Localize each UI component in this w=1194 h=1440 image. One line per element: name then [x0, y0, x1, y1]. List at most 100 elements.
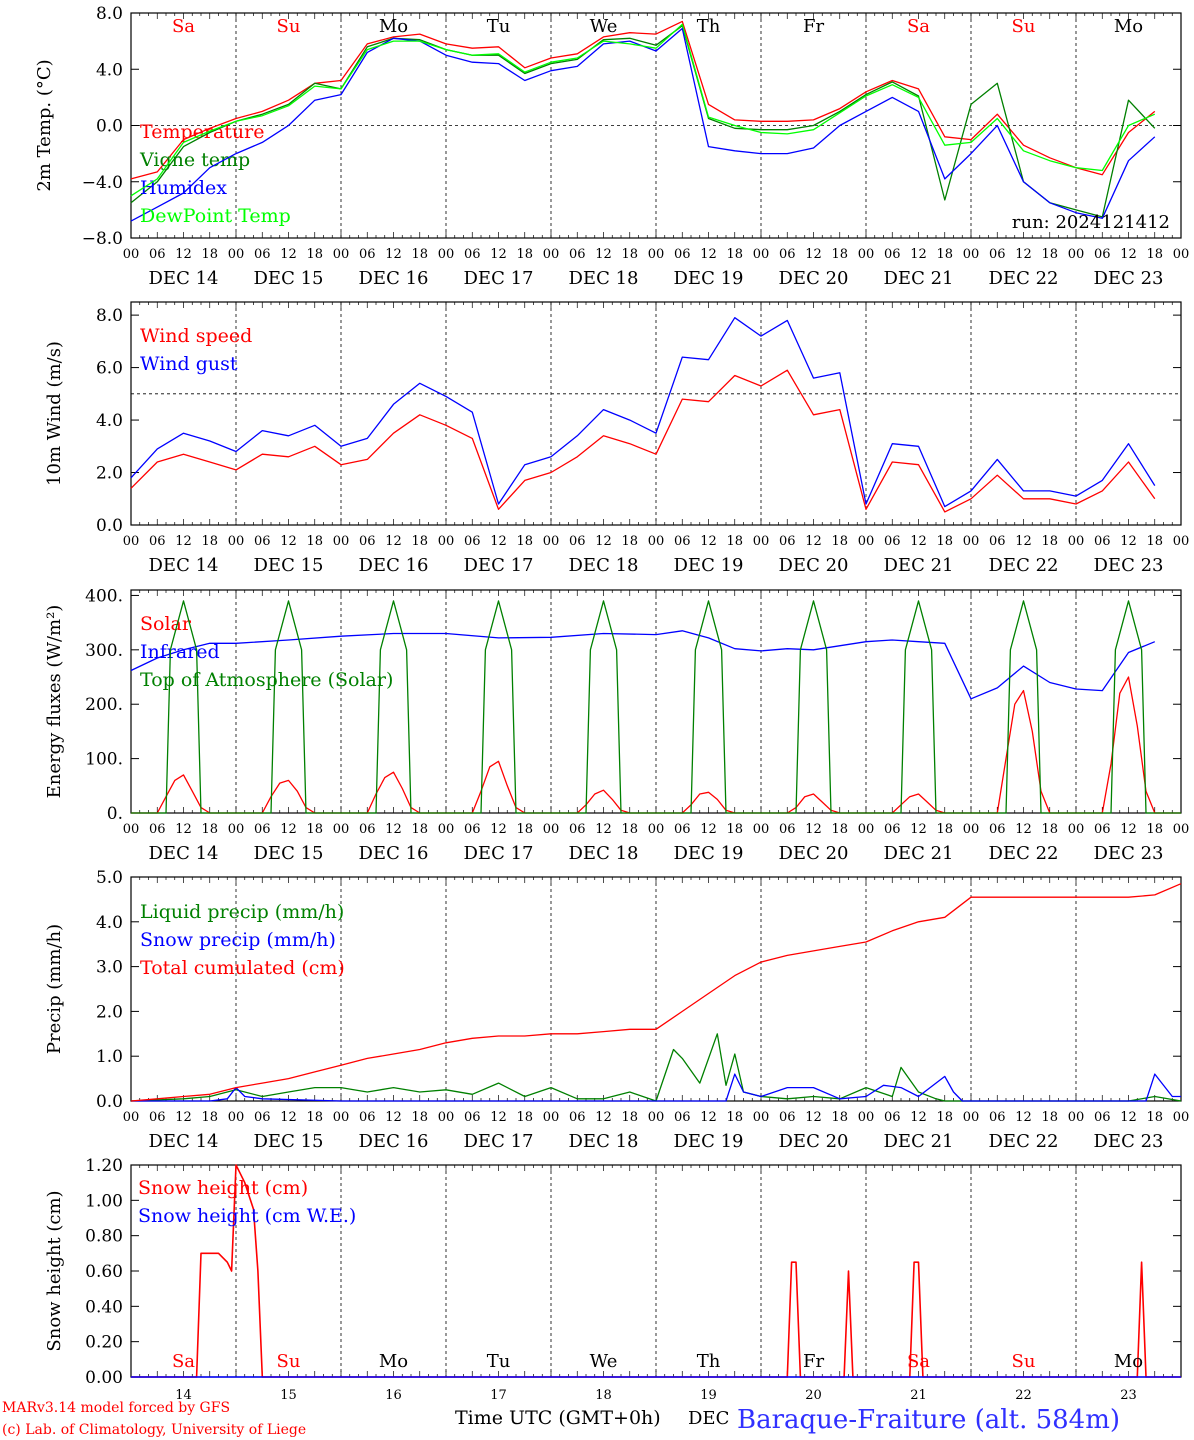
y-tick-label: 2.0	[96, 1002, 123, 1022]
series-line-snow-precip-mm-h-	[131, 1073, 1181, 1102]
hour-label: 06	[359, 534, 376, 549]
run-label: run: 2024121412	[1012, 212, 1170, 233]
hour-label: 00	[753, 247, 770, 262]
weekday-label: Mo	[379, 16, 408, 37]
hour-label: 12	[385, 247, 402, 262]
hour-label: 12	[595, 822, 612, 837]
panel-3: 400. 300. 200. 100. 0. Energy fluxes (W/m²) So…	[44, 586, 1189, 864]
hour-label: 00	[1068, 247, 1085, 262]
hour-label: 00	[648, 534, 665, 549]
hour-label: 12	[1015, 247, 1032, 262]
y-tick-label: 0.	[107, 804, 123, 824]
y-tick-label: 200.	[85, 695, 123, 715]
day-label: DEC 21	[884, 843, 954, 864]
y-tick-label: 0.60	[85, 1262, 123, 1282]
hour-label: 06	[149, 247, 166, 262]
hour-label: 12	[910, 534, 927, 549]
y-tick-label: 5.0	[96, 868, 123, 888]
hour-label: 00	[333, 247, 350, 262]
hour-label: 06	[884, 534, 901, 549]
hour-label: 06	[779, 1110, 796, 1125]
hour-label: 12	[280, 1110, 297, 1125]
hour-label: 06	[674, 822, 691, 837]
day-label: DEC 19	[674, 1131, 744, 1152]
hour-label: 06	[569, 1110, 586, 1125]
hour-label: 00	[228, 534, 245, 549]
day-number-label: 22	[1015, 1388, 1032, 1403]
hour-label: 06	[569, 247, 586, 262]
day-label: DEC 16	[359, 268, 429, 289]
hour-label: 12	[175, 1110, 192, 1125]
day-label: DEC 15	[254, 555, 324, 576]
hour-label: 00	[858, 534, 875, 549]
y-tick-label: 0.80	[85, 1227, 123, 1247]
hour-label: 12	[1120, 1110, 1137, 1125]
hour-label: 06	[674, 534, 691, 549]
x-axis-title: Time UTC (GMT+0h)	[455, 1407, 661, 1429]
hour-label: 00	[1173, 1110, 1190, 1125]
weekday-label: Th	[697, 16, 721, 37]
weekday-label: Su	[1012, 1351, 1036, 1372]
hour-label: 18	[726, 534, 743, 549]
hour-label: 00	[123, 1110, 140, 1125]
weekday-label: Mo	[1114, 1351, 1143, 1372]
weekday-label: Su	[1012, 16, 1036, 37]
weekday-label: Su	[277, 16, 301, 37]
hour-label: 00	[1173, 247, 1190, 262]
hour-label: 06	[254, 822, 271, 837]
series-line-wind-gust	[130, 317, 1156, 508]
hour-label: 06	[149, 822, 166, 837]
legend-entry: Temperature	[140, 121, 264, 143]
hour-label: 06	[359, 1110, 376, 1125]
hour-label: 18	[936, 534, 953, 549]
hour-label: 00	[1068, 1110, 1085, 1125]
day-label: DEC 20	[779, 843, 849, 864]
day-label: DEC 22	[989, 1131, 1059, 1152]
hour-label: 12	[1120, 247, 1137, 262]
hour-label: 06	[359, 247, 376, 262]
day-number-label: 15	[280, 1388, 297, 1403]
day-label: DEC 23	[1094, 555, 1164, 576]
legend-entry: Snow height (cm)	[138, 1177, 308, 1199]
hour-label: 00	[648, 247, 665, 262]
y-tick-label: 0.20	[85, 1333, 123, 1353]
hour-label: 12	[280, 534, 297, 549]
y-tick-label: 0.00	[85, 1368, 123, 1388]
hour-label: 12	[910, 822, 927, 837]
series-line-vigne-temp	[130, 25, 1156, 218]
hour-label: 12	[700, 534, 717, 549]
y-tick-label: 0.0	[96, 516, 123, 536]
hour-label: 00	[858, 822, 875, 837]
series-line-total-cumulated-cm-	[130, 883, 1182, 1102]
hour-label: 00	[123, 534, 140, 549]
day-label: DEC 16	[359, 555, 429, 576]
hour-label: 18	[726, 822, 743, 837]
hour-label: 12	[1120, 822, 1137, 837]
hour-label: 06	[674, 1110, 691, 1125]
day-label: DEC 17	[464, 843, 534, 864]
legend-entry: Snow height (cm W.E.)	[138, 1205, 356, 1227]
hour-label: 12	[1015, 534, 1032, 549]
weekday-label: We	[590, 1351, 618, 1372]
hour-label: 18	[1146, 247, 1163, 262]
day-label: DEC 20	[779, 268, 849, 289]
day-label: DEC 20	[779, 1131, 849, 1152]
hour-label: 12	[1015, 1110, 1032, 1125]
y-tick-label: 400.	[85, 586, 123, 606]
hour-label: 12	[490, 247, 507, 262]
hour-label: 12	[490, 822, 507, 837]
weekday-label: Tu	[487, 1351, 511, 1372]
hour-label: 18	[201, 247, 218, 262]
hour-label: 00	[1068, 822, 1085, 837]
hour-label: 06	[989, 534, 1006, 549]
day-label: DEC 18	[569, 268, 639, 289]
day-label: DEC 22	[989, 843, 1059, 864]
y-tick-label: 4.0	[96, 913, 123, 933]
day-label: DEC 19	[674, 555, 744, 576]
hour-label: 00	[648, 822, 665, 837]
y-tick-label: 4.0	[96, 60, 123, 80]
y-axis-label: Precip (mm/h)	[44, 924, 65, 1054]
hour-label: 18	[1041, 822, 1058, 837]
hour-label: 18	[621, 247, 638, 262]
hour-label: 00	[228, 1110, 245, 1125]
